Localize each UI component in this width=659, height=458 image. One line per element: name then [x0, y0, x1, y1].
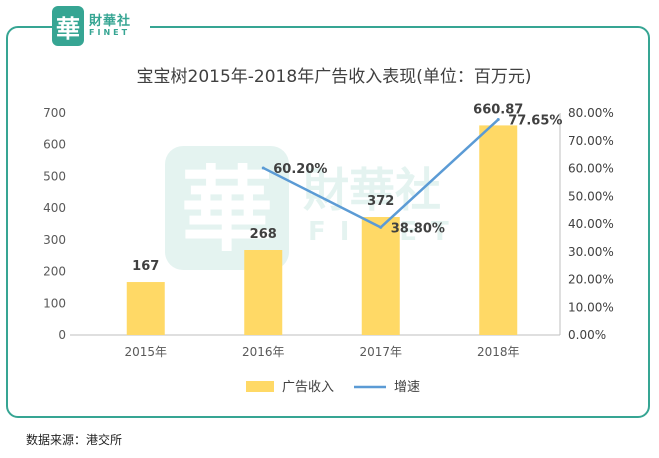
- line-point: [496, 118, 500, 122]
- line-data-label: 60.20%: [273, 162, 327, 177]
- y-right-tick-label: 60.00%: [568, 162, 614, 176]
- y-right-tick-label: 30.00%: [568, 245, 614, 259]
- watermark-mark: 華: [181, 156, 273, 264]
- line-point: [379, 225, 383, 229]
- logo-cn: 財華社: [89, 13, 132, 29]
- legend-bar-swatch: [246, 381, 274, 392]
- bar: [244, 250, 283, 335]
- y-left-tick-label: 100: [43, 296, 66, 310]
- y-left-tick-label: 400: [43, 201, 66, 215]
- finet-logo: 華 財華社 FINET: [52, 4, 150, 48]
- legend: 广告收入 增速: [246, 380, 420, 395]
- logo-text: 財華社 FINET: [89, 15, 131, 37]
- bar: [126, 282, 165, 335]
- x-tick-label: 2016年: [242, 345, 285, 359]
- bar: [361, 217, 400, 335]
- line-data-label: 77.65%: [508, 114, 562, 129]
- bar-data-label: 372: [367, 194, 394, 209]
- y-right-tick-label: 80.00%: [568, 106, 614, 120]
- y-right-tick-label: 10.00%: [568, 300, 614, 314]
- chart-title: 宝宝树2015年-2018年广告收入表现(单位：百万元): [137, 67, 532, 87]
- y-left-tick-label: 700: [43, 106, 66, 120]
- line-data-label: 38.80%: [391, 221, 445, 236]
- y-right-tick-label: 0.00%: [568, 328, 606, 342]
- line-series: 60.20% 38.80% 77.65%: [261, 114, 562, 236]
- x-tick-label: 2015年: [124, 345, 167, 359]
- y-right-tick-label: 70.00%: [568, 134, 614, 148]
- y-right-tick-label: 40.00%: [568, 217, 614, 231]
- bar-series: 167 268 372 660.87: [126, 102, 523, 336]
- x-axis: 2015年 2016年 2017年 2018年: [124, 345, 519, 359]
- y-left-tick-label: 0: [58, 328, 66, 342]
- x-tick-label: 2018年: [477, 345, 520, 359]
- y-right-tick-label: 20.00%: [568, 273, 614, 287]
- y-left-tick-label: 600: [43, 138, 66, 152]
- watermark-mark-box: [165, 146, 289, 270]
- y-left-tick-label: 200: [43, 265, 66, 279]
- bar: [479, 125, 518, 336]
- source-note: 数据来源：港交所: [26, 433, 123, 447]
- y-left-tick-label: 300: [43, 233, 66, 247]
- y-axis-right: 0.00% 10.00% 20.00% 30.00% 40.00% 50.00% 60.00…: [559, 106, 614, 342]
- legend-bar-label: 广告收入: [282, 380, 334, 395]
- y-right-tick-label: 50.00%: [568, 189, 614, 203]
- logo-mark: 華: [52, 6, 84, 46]
- chart-card: [6, 26, 650, 418]
- y-left-tick-label: 500: [43, 169, 66, 183]
- legend-line-label: 增速: [394, 380, 420, 395]
- bar-data-label: 167: [132, 259, 159, 274]
- line-point: [261, 166, 265, 170]
- logo-en: FINET: [89, 27, 131, 37]
- x-tick-label: 2017年: [359, 345, 402, 359]
- watermark-cn: 財華社: [303, 163, 441, 217]
- bar-data-label: 660.87: [473, 102, 523, 117]
- y-axis-left: 0 100 200 300 400 500 600 700: [43, 106, 66, 342]
- bar-data-label: 268: [250, 227, 277, 242]
